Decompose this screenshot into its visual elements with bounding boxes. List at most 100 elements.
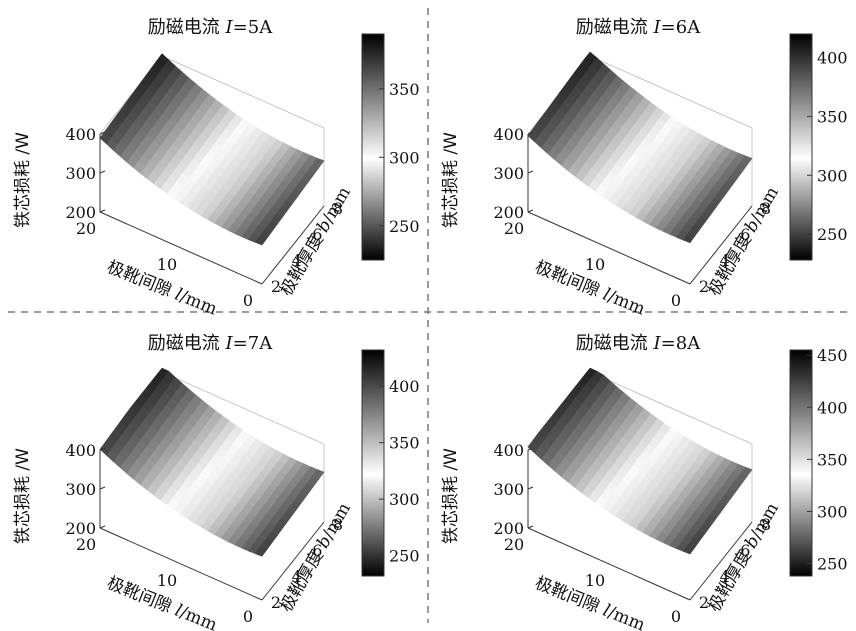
colorbar bbox=[789, 349, 813, 577]
y-tick-label: 6 bbox=[740, 541, 750, 560]
y-tick-label: 2 bbox=[699, 593, 709, 612]
colorbar-tick-label: 300 bbox=[817, 502, 848, 521]
y-tick-label: 4 bbox=[720, 251, 730, 270]
z-axis-label: 铁芯损耗 /W bbox=[441, 448, 461, 544]
colorbar-tick-label: 250 bbox=[817, 555, 848, 574]
panel-title-part: 励磁电流 bbox=[148, 17, 226, 38]
colorbar bbox=[361, 349, 385, 577]
y-tick-label: 2 bbox=[271, 277, 281, 296]
x-axis-line bbox=[527, 211, 691, 285]
colorbar-tick-label: 350 bbox=[389, 80, 420, 99]
y-axis-line bbox=[261, 205, 325, 285]
colorbar-tick-label: 250 bbox=[389, 217, 420, 236]
panel-title-part: I bbox=[653, 17, 662, 38]
x-tick-label: 20 bbox=[76, 219, 96, 238]
z-tick-label: 300 bbox=[493, 480, 524, 499]
z-tick-mark bbox=[527, 525, 534, 529]
z-tick-mark bbox=[99, 447, 106, 451]
y-tick-label: 8 bbox=[761, 515, 771, 534]
y-axis-label-part: 极靴厚度 bbox=[276, 226, 330, 300]
y-tick-label: 6 bbox=[312, 225, 322, 244]
z-tick-label: 200 bbox=[65, 203, 96, 222]
z-axis-label: 铁芯损耗 /W bbox=[13, 448, 33, 544]
panel-title-part: =7A bbox=[233, 333, 274, 354]
colorbar-tick-label: 300 bbox=[389, 490, 420, 509]
x-axis-line bbox=[527, 527, 691, 601]
colorbar-tick-label: 400 bbox=[389, 377, 420, 396]
y-tick-label: 8 bbox=[333, 199, 343, 218]
colorbar-tick-label: 400 bbox=[817, 398, 848, 417]
z-tick-label: 200 bbox=[493, 203, 524, 222]
surface-patch bbox=[311, 157, 325, 169]
panel-title-part: I bbox=[225, 333, 234, 354]
x-axis-label-part: /mm bbox=[177, 603, 220, 631]
colorbar-tick-label: 350 bbox=[817, 450, 848, 469]
colorbar-tick-label: 250 bbox=[389, 547, 420, 566]
panel-title-part: I bbox=[225, 17, 234, 38]
surface-mesh bbox=[527, 51, 753, 244]
x-tick-label: 10 bbox=[585, 571, 605, 590]
panel-title: 励磁电流 I=8A bbox=[576, 333, 701, 354]
z-tick-mark bbox=[99, 209, 106, 213]
y-axis-label-part: 极靴厚度 bbox=[704, 226, 758, 300]
surface-mesh bbox=[527, 367, 753, 555]
z-axis-label: 铁芯损耗 /W bbox=[441, 132, 461, 228]
z-tick-label: 400 bbox=[493, 125, 524, 144]
z-tick-mark bbox=[99, 525, 106, 529]
colorbar-tick-label: 350 bbox=[817, 107, 848, 126]
x-tick-label: 0 bbox=[671, 291, 681, 310]
z-tick-mark bbox=[527, 131, 534, 135]
colorbar-tick-label: 300 bbox=[389, 148, 420, 167]
x-tick-label: 0 bbox=[671, 607, 681, 626]
y-axis-line bbox=[261, 521, 325, 601]
panel-title-part: 励磁电流 bbox=[576, 333, 654, 354]
x-tick-label: 20 bbox=[504, 219, 524, 238]
y-tick-label: 4 bbox=[292, 567, 302, 586]
y-tick-label: 2 bbox=[699, 277, 709, 296]
y-axis-line bbox=[689, 521, 753, 601]
z-tick-mark bbox=[527, 209, 534, 213]
surface-mesh bbox=[99, 53, 325, 246]
surface-mesh bbox=[99, 367, 325, 557]
surface-patch bbox=[311, 469, 325, 480]
panel-title-part: =6A bbox=[661, 17, 702, 38]
x-axis-label-part: /mm bbox=[177, 287, 220, 320]
y-tick-label: 8 bbox=[761, 199, 771, 218]
x-tick-label: 10 bbox=[157, 571, 177, 590]
y-axis-label-part: 极靴厚度 bbox=[704, 542, 758, 616]
z-tick-mark bbox=[527, 170, 534, 174]
z-tick-label: 400 bbox=[493, 441, 524, 460]
colorbar-tick-label: 300 bbox=[817, 166, 848, 185]
colorbar-tick-label: 400 bbox=[817, 49, 848, 68]
panel-title-part: 励磁电流 bbox=[148, 333, 226, 354]
y-tick-label: 8 bbox=[333, 515, 343, 534]
y-tick-label: 2 bbox=[271, 593, 281, 612]
surface-patch bbox=[739, 155, 753, 166]
z-tick-mark bbox=[527, 447, 534, 451]
panel-title: 励磁电流 I=5A bbox=[148, 17, 273, 38]
colorbar-tick-label: 450 bbox=[817, 346, 848, 365]
x-tick-label: 20 bbox=[76, 535, 96, 554]
x-tick-label: 10 bbox=[585, 255, 605, 274]
z-tick-label: 400 bbox=[65, 125, 96, 144]
colorbar-tick-label: 250 bbox=[817, 225, 848, 244]
z-tick-mark bbox=[99, 486, 106, 490]
z-tick-mark bbox=[527, 486, 534, 490]
panel-title-part: 励磁电流 bbox=[576, 17, 654, 38]
z-tick-label: 300 bbox=[493, 164, 524, 183]
panel-title: 励磁电流 I=7A bbox=[148, 333, 273, 354]
panel-title-part: =8A bbox=[661, 333, 702, 354]
colorbar bbox=[789, 33, 813, 261]
y-tick-label: 4 bbox=[720, 567, 730, 586]
z-axis-label: 铁芯损耗 /W bbox=[13, 132, 33, 228]
x-axis-label-part: /mm bbox=[605, 287, 648, 320]
panel-title-part: I bbox=[653, 333, 662, 354]
x-axis-label-part: /mm bbox=[605, 603, 648, 631]
x-tick-label: 0 bbox=[243, 607, 253, 626]
y-tick-label: 6 bbox=[312, 541, 322, 560]
y-tick-label: 4 bbox=[292, 251, 302, 270]
z-tick-label: 400 bbox=[65, 441, 96, 460]
